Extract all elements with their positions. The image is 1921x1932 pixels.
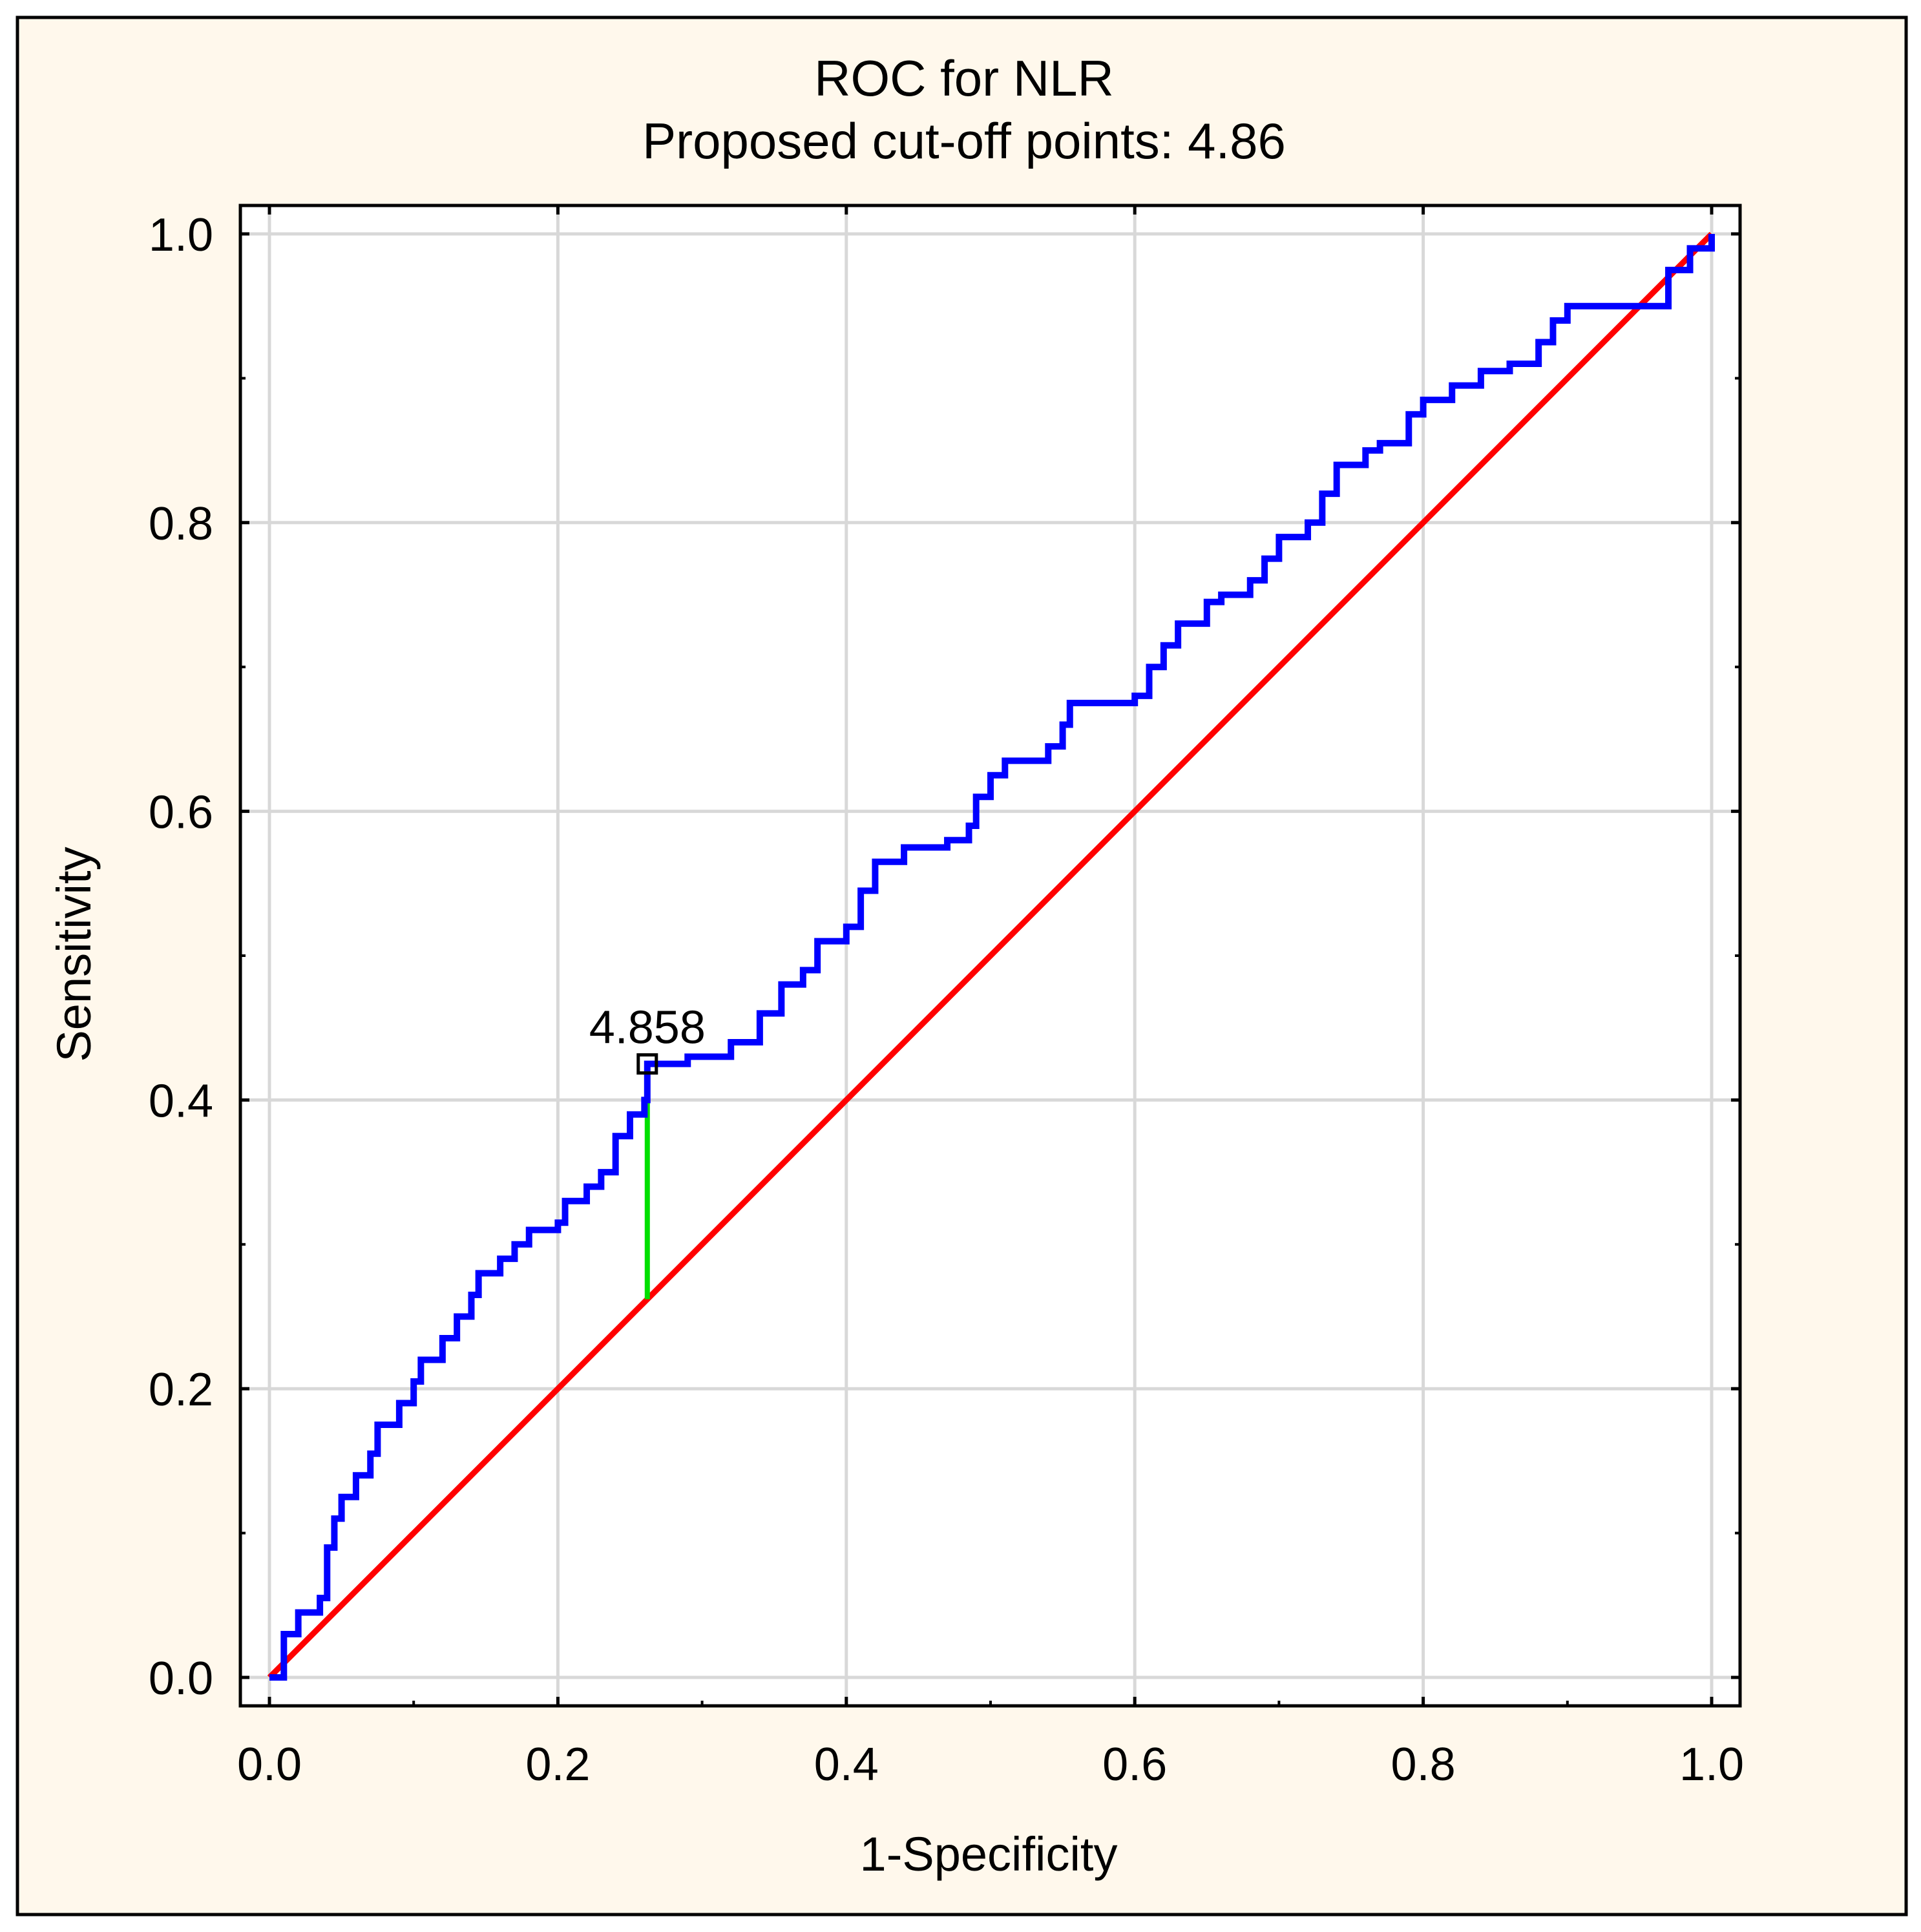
y-tick-label: 0.8 xyxy=(149,498,213,550)
x-tick-label: 0.2 xyxy=(525,1739,590,1790)
cutoff-marker xyxy=(636,1053,658,1075)
x-axis-label: 1-Specificity xyxy=(860,1827,1118,1881)
x-tick-label: 0.8 xyxy=(1391,1739,1456,1790)
chart-subtitle: Proposed cut-off points: 4.86 xyxy=(642,112,1286,169)
series: 4.858 xyxy=(267,231,1715,1681)
y-tick-label: 0.0 xyxy=(149,1653,213,1705)
y-tick-label: 1.0 xyxy=(149,209,213,261)
cutoff-label: 4.858 xyxy=(589,1002,706,1054)
x-tick-label: 0.0 xyxy=(237,1739,302,1790)
chart-title: ROC for NLR xyxy=(814,50,1114,107)
x-tick-label: 0.4 xyxy=(814,1739,879,1790)
x-tick-labels: 0.0 0.2 0.4 0.6 0.8 1.0 xyxy=(237,1739,1744,1790)
grid xyxy=(240,205,1740,1706)
x-tick-label: 1.0 xyxy=(1679,1739,1744,1790)
plot-border xyxy=(238,204,1742,1708)
roc-curve-line xyxy=(269,234,1715,1681)
reference-diagonal-line xyxy=(267,231,1714,1680)
y-axis-label: Sensitivity xyxy=(47,846,101,1062)
y-tick-label: 0.2 xyxy=(149,1364,213,1416)
y-tick-label: 0.4 xyxy=(149,1075,213,1127)
x-tick-label: 0.6 xyxy=(1102,1739,1167,1790)
y-tick-label: 0.6 xyxy=(149,787,213,839)
y-tick-labels: 0.0 0.2 0.4 0.6 0.8 1.0 xyxy=(149,209,213,1705)
